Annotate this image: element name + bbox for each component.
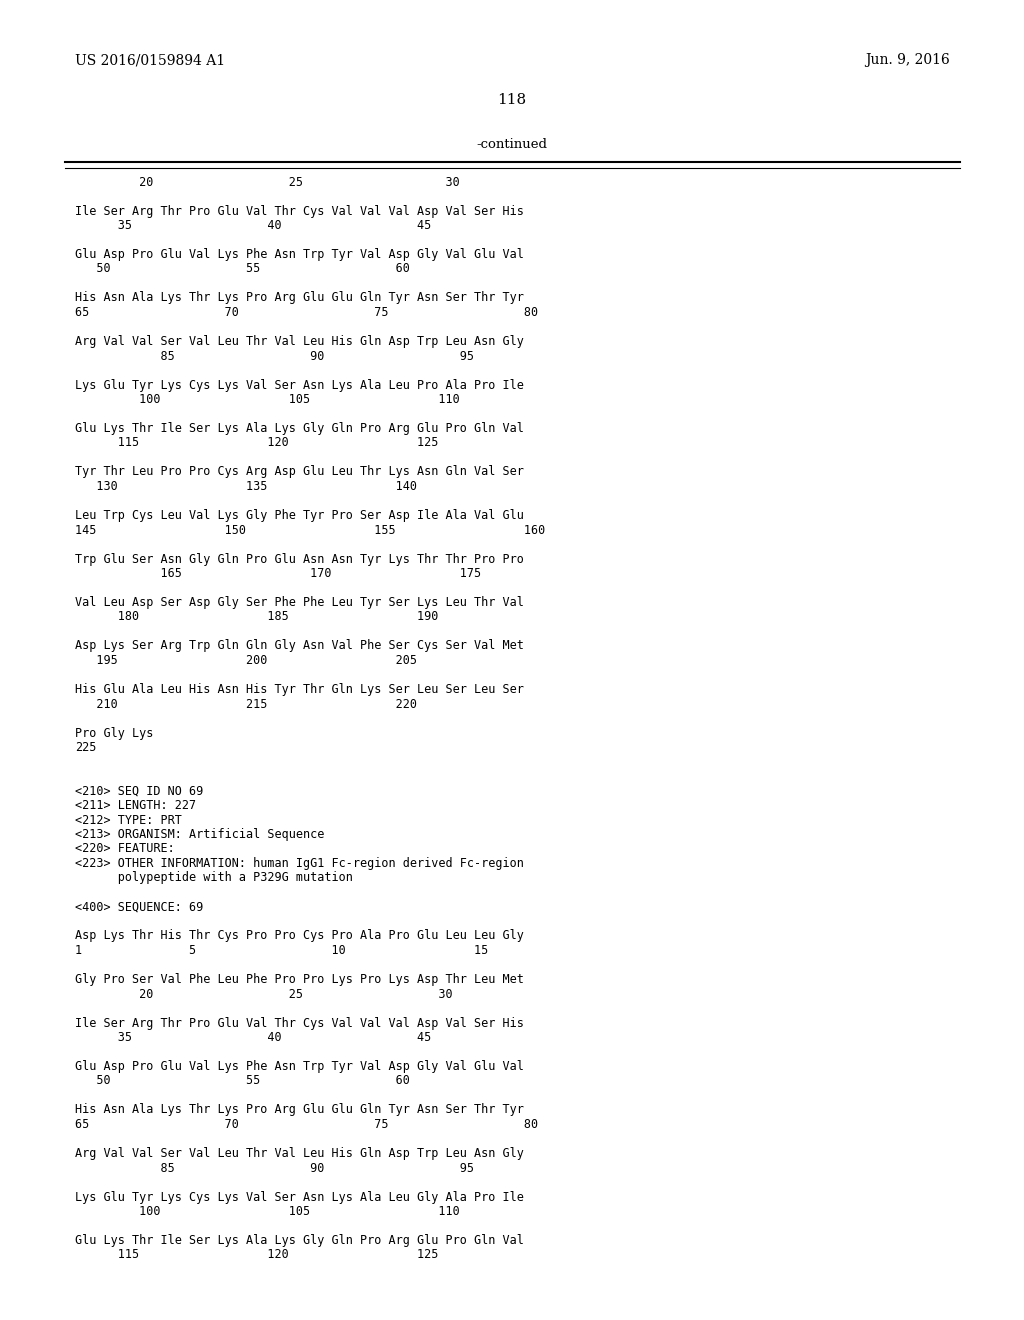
Text: 20                   25                   30: 20 25 30 <box>75 987 453 1001</box>
Text: 50                   55                   60: 50 55 60 <box>75 1074 410 1088</box>
Text: His Asn Ala Lys Thr Lys Pro Arg Glu Glu Gln Tyr Asn Ser Thr Tyr: His Asn Ala Lys Thr Lys Pro Arg Glu Glu … <box>75 292 524 305</box>
Text: 130                  135                  140: 130 135 140 <box>75 480 417 492</box>
Text: Arg Val Val Ser Val Leu Thr Val Leu His Gln Asp Trp Leu Asn Gly: Arg Val Val Ser Val Leu Thr Val Leu His … <box>75 335 524 348</box>
Text: Arg Val Val Ser Val Leu Thr Val Leu His Gln Asp Trp Leu Asn Gly: Arg Val Val Ser Val Leu Thr Val Leu His … <box>75 1147 524 1160</box>
Text: 50                   55                   60: 50 55 60 <box>75 263 410 276</box>
Text: Asp Lys Thr His Thr Cys Pro Pro Cys Pro Ala Pro Glu Leu Leu Gly: Asp Lys Thr His Thr Cys Pro Pro Cys Pro … <box>75 929 524 942</box>
Text: <223> OTHER INFORMATION: human IgG1 Fc-region derived Fc-region: <223> OTHER INFORMATION: human IgG1 Fc-r… <box>75 857 524 870</box>
Text: 1               5                   10                  15: 1 5 10 15 <box>75 944 488 957</box>
Text: <210> SEQ ID NO 69: <210> SEQ ID NO 69 <box>75 784 203 797</box>
Text: 20                   25                    30: 20 25 30 <box>75 176 460 189</box>
Text: 65                   70                   75                   80: 65 70 75 80 <box>75 1118 539 1131</box>
Text: 65                   70                   75                   80: 65 70 75 80 <box>75 306 539 319</box>
Text: His Asn Ala Lys Thr Lys Pro Arg Glu Glu Gln Tyr Asn Ser Thr Tyr: His Asn Ala Lys Thr Lys Pro Arg Glu Glu … <box>75 1104 524 1117</box>
Text: <220> FEATURE:: <220> FEATURE: <box>75 842 175 855</box>
Text: Asp Lys Ser Arg Trp Gln Gln Gly Asn Val Phe Ser Cys Ser Val Met: Asp Lys Ser Arg Trp Gln Gln Gly Asn Val … <box>75 639 524 652</box>
Text: Gly Pro Ser Val Phe Leu Phe Pro Pro Lys Pro Lys Asp Thr Leu Met: Gly Pro Ser Val Phe Leu Phe Pro Pro Lys … <box>75 973 524 986</box>
Text: 115                  120                  125: 115 120 125 <box>75 1249 438 1262</box>
Text: 118: 118 <box>498 92 526 107</box>
Text: US 2016/0159894 A1: US 2016/0159894 A1 <box>75 53 225 67</box>
Text: 85                   90                   95: 85 90 95 <box>75 1162 474 1175</box>
Text: <400> SEQUENCE: 69: <400> SEQUENCE: 69 <box>75 900 203 913</box>
Text: Ile Ser Arg Thr Pro Glu Val Thr Cys Val Val Val Asp Val Ser His: Ile Ser Arg Thr Pro Glu Val Thr Cys Val … <box>75 1016 524 1030</box>
Text: Glu Asp Pro Glu Val Lys Phe Asn Trp Tyr Val Asp Gly Val Glu Val: Glu Asp Pro Glu Val Lys Phe Asn Trp Tyr … <box>75 248 524 261</box>
Text: 225: 225 <box>75 741 96 754</box>
Text: Tyr Thr Leu Pro Pro Cys Arg Asp Glu Leu Thr Lys Asn Gln Val Ser: Tyr Thr Leu Pro Pro Cys Arg Asp Glu Leu … <box>75 466 524 479</box>
Text: Glu Lys Thr Ile Ser Lys Ala Lys Gly Gln Pro Arg Glu Pro Gln Val: Glu Lys Thr Ile Ser Lys Ala Lys Gly Gln … <box>75 422 524 436</box>
Text: Glu Lys Thr Ile Ser Lys Ala Lys Gly Gln Pro Arg Glu Pro Gln Val: Glu Lys Thr Ile Ser Lys Ala Lys Gly Gln … <box>75 1234 524 1247</box>
Text: Val Leu Asp Ser Asp Gly Ser Phe Phe Leu Tyr Ser Lys Leu Thr Val: Val Leu Asp Ser Asp Gly Ser Phe Phe Leu … <box>75 597 524 609</box>
Text: Leu Trp Cys Leu Val Lys Gly Phe Tyr Pro Ser Asp Ile Ala Val Glu: Leu Trp Cys Leu Val Lys Gly Phe Tyr Pro … <box>75 510 524 521</box>
Text: <212> TYPE: PRT: <212> TYPE: PRT <box>75 813 182 826</box>
Text: Trp Glu Ser Asn Gly Gln Pro Glu Asn Asn Tyr Lys Thr Thr Pro Pro: Trp Glu Ser Asn Gly Gln Pro Glu Asn Asn … <box>75 553 524 565</box>
Text: 85                   90                   95: 85 90 95 <box>75 350 474 363</box>
Text: 100                  105                  110: 100 105 110 <box>75 1205 460 1218</box>
Text: 195                  200                  205: 195 200 205 <box>75 653 417 667</box>
Text: His Glu Ala Leu His Asn His Tyr Thr Gln Lys Ser Leu Ser Leu Ser: His Glu Ala Leu His Asn His Tyr Thr Gln … <box>75 682 524 696</box>
Text: -continued: -continued <box>476 139 548 152</box>
Text: 100                  105                  110: 100 105 110 <box>75 393 460 407</box>
Text: Lys Glu Tyr Lys Cys Lys Val Ser Asn Lys Ala Leu Pro Ala Pro Ile: Lys Glu Tyr Lys Cys Lys Val Ser Asn Lys … <box>75 379 524 392</box>
Text: Ile Ser Arg Thr Pro Glu Val Thr Cys Val Val Val Asp Val Ser His: Ile Ser Arg Thr Pro Glu Val Thr Cys Val … <box>75 205 524 218</box>
Text: polypeptide with a P329G mutation: polypeptide with a P329G mutation <box>75 871 353 884</box>
Text: <213> ORGANISM: Artificial Sequence: <213> ORGANISM: Artificial Sequence <box>75 828 325 841</box>
Text: Lys Glu Tyr Lys Cys Lys Val Ser Asn Lys Ala Leu Gly Ala Pro Ile: Lys Glu Tyr Lys Cys Lys Val Ser Asn Lys … <box>75 1191 524 1204</box>
Text: 115                  120                  125: 115 120 125 <box>75 437 438 450</box>
Text: 210                  215                  220: 210 215 220 <box>75 697 417 710</box>
Text: Jun. 9, 2016: Jun. 9, 2016 <box>865 53 950 67</box>
Text: Pro Gly Lys: Pro Gly Lys <box>75 726 154 739</box>
Text: <211> LENGTH: 227: <211> LENGTH: 227 <box>75 799 197 812</box>
Text: 145                  150                  155                  160: 145 150 155 160 <box>75 524 545 536</box>
Text: Glu Asp Pro Glu Val Lys Phe Asn Trp Tyr Val Asp Gly Val Glu Val: Glu Asp Pro Glu Val Lys Phe Asn Trp Tyr … <box>75 1060 524 1073</box>
Text: 180                  185                  190: 180 185 190 <box>75 610 438 623</box>
Text: 35                   40                   45: 35 40 45 <box>75 219 431 232</box>
Text: 165                  170                  175: 165 170 175 <box>75 568 481 579</box>
Text: 35                   40                   45: 35 40 45 <box>75 1031 431 1044</box>
